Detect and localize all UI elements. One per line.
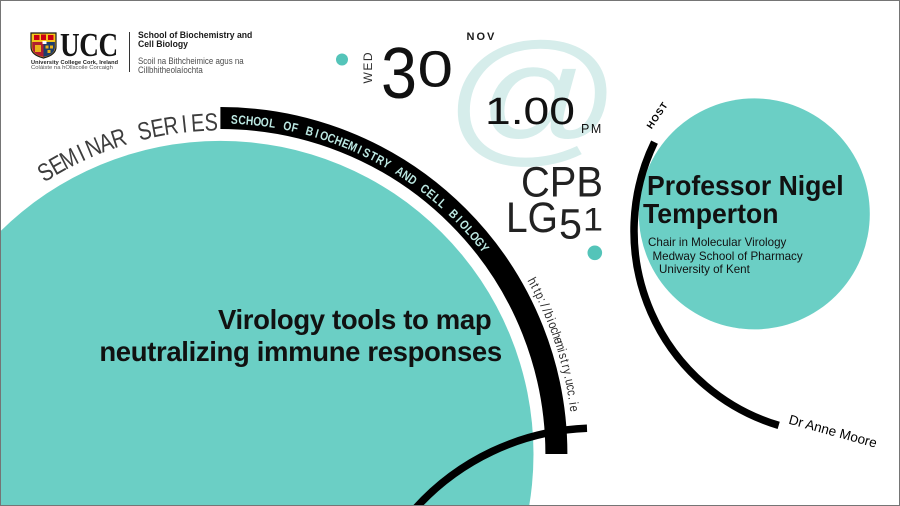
svg-text:S: S	[135, 116, 154, 146]
svg-text:i: i	[544, 316, 559, 324]
svg-text:I: I	[180, 110, 189, 138]
svg-text:/: /	[537, 301, 552, 311]
svg-text:R: R	[162, 111, 180, 140]
svg-text:WED: WED	[361, 51, 375, 84]
svg-text:c: c	[564, 389, 580, 397]
svg-text:H: H	[332, 134, 344, 149]
svg-text::: :	[535, 296, 550, 305]
svg-text:b: b	[541, 309, 557, 321]
svg-text:@: @	[444, 14, 622, 178]
svg-text:NOV: NOV	[467, 31, 497, 43]
svg-text:o: o	[545, 319, 561, 330]
svg-text:T: T	[367, 150, 379, 165]
svg-text:t: t	[530, 286, 545, 296]
svg-text:I: I	[453, 214, 464, 225]
svg-text:H: H	[245, 115, 254, 129]
svg-text:5: 5	[559, 201, 582, 249]
svg-text:e: e	[566, 405, 582, 413]
svg-text:.: .	[565, 395, 580, 400]
svg-text:1.00: 1.00	[485, 91, 575, 133]
svg-text:E: E	[340, 137, 352, 152]
svg-text:HOST: HOST	[645, 100, 671, 131]
svg-text:e: e	[550, 335, 566, 346]
svg-text:1: 1	[583, 202, 603, 238]
svg-text:O: O	[282, 120, 293, 134]
svg-text:0: 0	[418, 41, 454, 98]
svg-text:F: F	[290, 122, 299, 136]
svg-text:m: m	[552, 339, 569, 352]
svg-text:CPB: CPB	[521, 159, 603, 207]
svg-text:LG: LG	[506, 194, 558, 242]
svg-text:u: u	[562, 378, 578, 387]
svg-text:O: O	[252, 115, 261, 129]
svg-text:O: O	[260, 116, 270, 130]
svg-text:B: B	[304, 125, 315, 140]
svg-text:C: C	[325, 132, 336, 147]
svg-text:S: S	[231, 114, 239, 127]
svg-text:c: c	[547, 325, 563, 335]
svg-text:E: E	[190, 109, 205, 137]
svg-text:/: /	[539, 306, 554, 315]
svg-text:t: t	[557, 358, 573, 365]
svg-text:C: C	[238, 114, 246, 128]
svg-text:O: O	[318, 129, 330, 144]
svg-text:h: h	[549, 330, 565, 341]
svg-text:Dr Anne Moore: Dr Anne Moore	[787, 412, 879, 451]
svg-text:.: .	[561, 374, 576, 380]
svg-text:y: y	[560, 367, 576, 376]
svg-text:t: t	[528, 281, 543, 291]
svg-text:i: i	[554, 347, 569, 354]
svg-text:I: I	[355, 144, 363, 157]
svg-text:3: 3	[381, 34, 417, 114]
svg-text:PM: PM	[581, 122, 603, 136]
svg-text:E: E	[149, 113, 167, 143]
svg-text:I: I	[313, 128, 320, 141]
svg-text:S: S	[204, 108, 218, 136]
svg-text:r: r	[559, 363, 575, 370]
svg-text:c: c	[563, 383, 579, 391]
svg-text:L: L	[268, 117, 276, 131]
svg-text:s: s	[555, 351, 571, 360]
svg-text:i: i	[566, 401, 581, 406]
